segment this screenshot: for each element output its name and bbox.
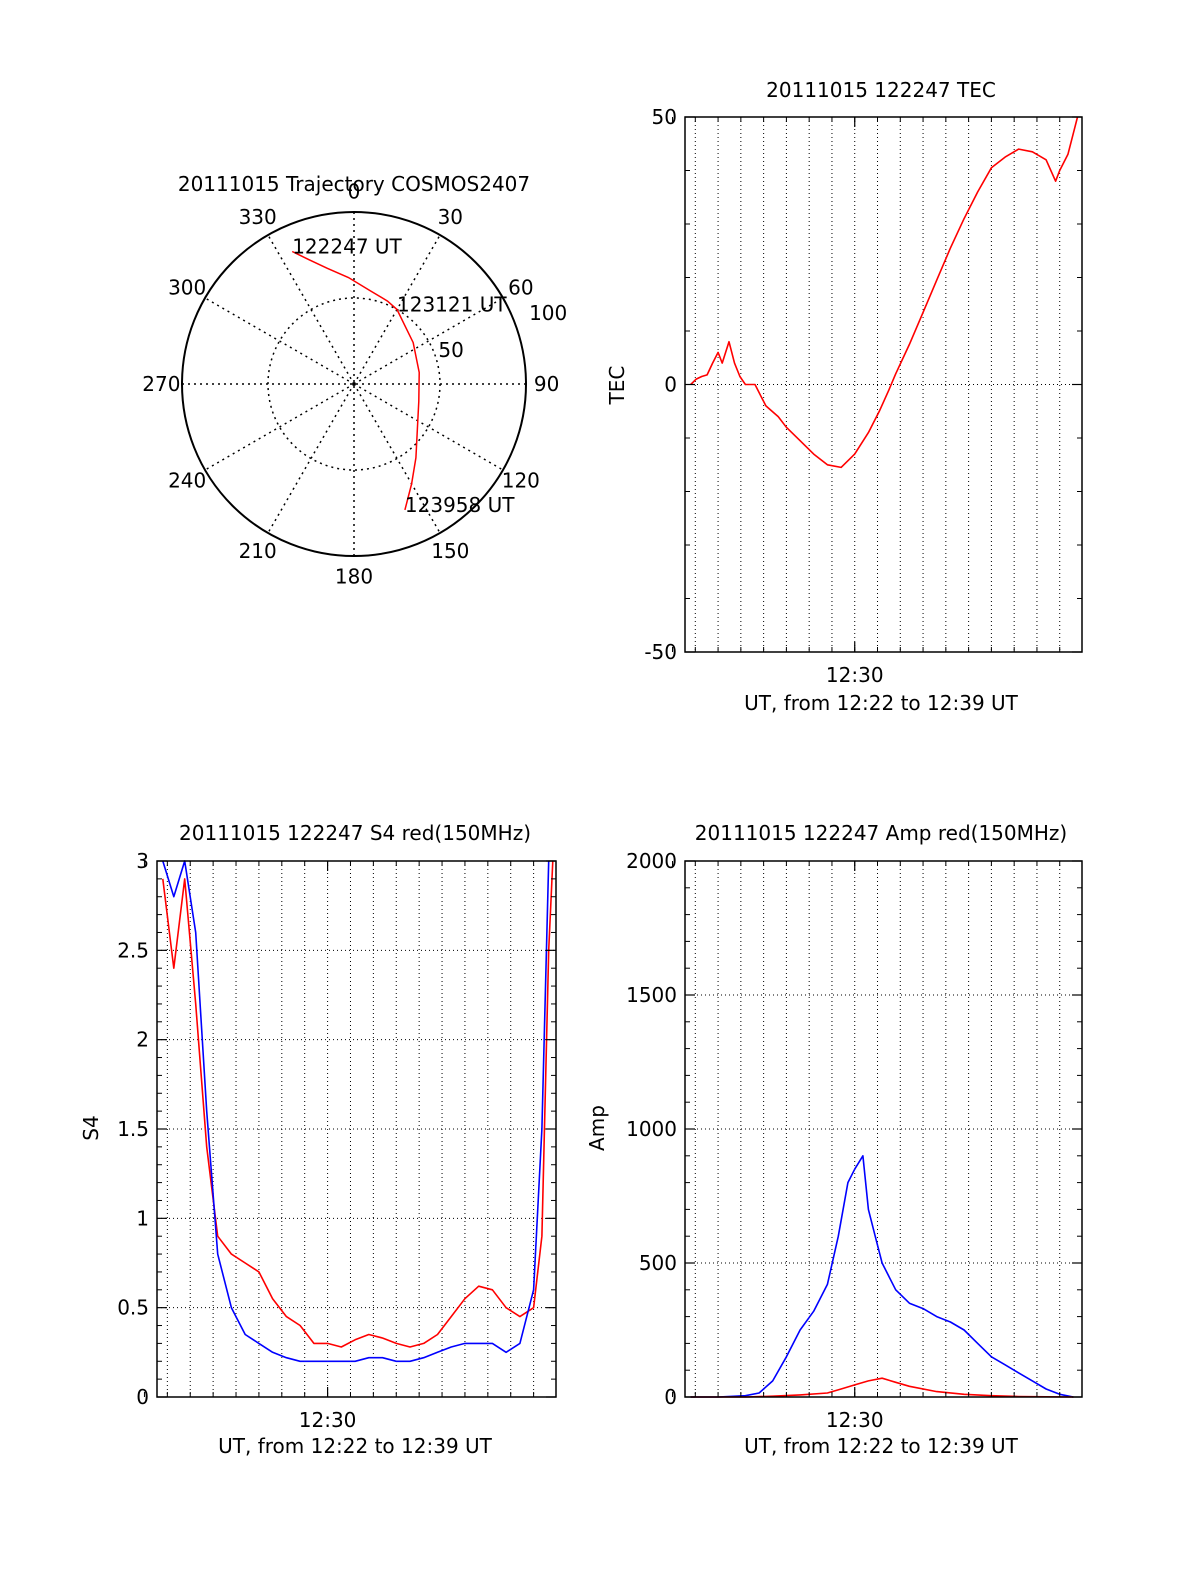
- angle-label-0: 0: [348, 179, 361, 203]
- y-tick-label: 0: [136, 1385, 149, 1409]
- y-tick-label: 500: [639, 1251, 677, 1275]
- y-tick-label: 3: [136, 849, 149, 873]
- y-tick-label: 2000: [626, 849, 677, 873]
- amp-ylabel: Amp: [585, 1105, 609, 1151]
- polar-spoke-330: [267, 234, 355, 385]
- y-tick-label: 2: [136, 1028, 149, 1052]
- trajectory-annotations: 122247 UT 123121 UT 123958 UT: [292, 234, 515, 516]
- angle-label-30: 30: [438, 205, 463, 229]
- tec-title: 20111015 122247 TEC: [766, 78, 996, 102]
- amp-series-red: [690, 1377, 1074, 1398]
- angle-label-120: 120: [502, 468, 540, 492]
- radial-label-100: 100: [529, 301, 567, 325]
- angle-label-60: 60: [508, 276, 533, 300]
- s4-series-red: [162, 860, 554, 1348]
- s4-title: 20111015 122247 S4 red(150MHz): [179, 821, 531, 845]
- polar-spoke-150: [353, 383, 441, 534]
- trajectory-time-label: 123958 UT: [405, 493, 515, 517]
- y-tick-label: 0: [664, 1385, 677, 1409]
- amp-xlabel: UT, from 12:22 to 12:39 UT: [744, 1434, 1019, 1458]
- amp-series-blue: [690, 1155, 1074, 1398]
- tec-plot-area: -50 0 50 12:30: [644, 105, 1083, 687]
- polar-spoke-240: [204, 383, 355, 471]
- angle-label-210: 210: [239, 539, 277, 563]
- angle-label-90: 90: [534, 372, 559, 396]
- angle-label-240: 240: [168, 468, 206, 492]
- angle-label-300: 300: [168, 276, 206, 300]
- angle-label-270: 270: [142, 372, 180, 396]
- polar-spoke-120: [353, 383, 504, 471]
- radial-label-50: 50: [438, 338, 463, 362]
- amp-title: 20111015 122247 Amp red(150MHz): [695, 821, 1067, 845]
- trajectory-radial-labels: 50 100: [438, 301, 567, 362]
- s4-series-blue: [162, 860, 550, 1363]
- polar-spoke-300: [204, 297, 355, 385]
- x-tick-label: 12:30: [826, 1408, 884, 1432]
- y-tick-label: 0.5: [117, 1296, 149, 1320]
- angle-label-150: 150: [431, 539, 469, 563]
- trajectory-title: 20111015 Trajectory COSMOS2407: [178, 172, 530, 196]
- polar-spoke-60: [353, 297, 504, 385]
- angle-label-330: 330: [239, 205, 277, 229]
- s4-plot-area: 0 0.5 1 1.5 2 2.5 3 12:30: [117, 849, 557, 1432]
- amp-plot-area: 0 500 1000 1500 2000 12:30: [626, 849, 1083, 1432]
- amp-panel: 20111015 122247 Amp red(150MHz) Amp UT, …: [585, 821, 1083, 1458]
- tec-xlabel: UT, from 12:22 to 12:39 UT: [744, 691, 1019, 715]
- y-tick-label: 1: [136, 1206, 149, 1230]
- trajectory-panel: 20111015 Trajectory COSMOS2407 0 30 60 90 12…: [142, 172, 567, 589]
- s4-panel: 20111015 122247 S4 red(150MHz) S4 UT, fr…: [79, 821, 557, 1458]
- trajectory-path: [291, 250, 420, 511]
- s4-xlabel: UT, from 12:22 to 12:39 UT: [218, 1434, 493, 1458]
- y-tick-label: 1500: [626, 983, 677, 1007]
- y-tick-label: 50: [652, 105, 677, 129]
- x-tick-label: 12:30: [826, 663, 884, 687]
- amp-axes-frame: [684, 860, 1083, 1398]
- s4-axes-frame: [156, 860, 557, 1398]
- y-tick-label: 1.5: [117, 1117, 149, 1141]
- s4-ylabel: S4: [79, 1115, 103, 1140]
- trajectory-grid: [181, 211, 527, 557]
- y-tick-label: 0: [664, 373, 677, 397]
- trajectory-time-label: 123121 UT: [397, 293, 507, 317]
- polar-spoke-210: [267, 383, 355, 534]
- angle-label-180: 180: [335, 565, 373, 589]
- tec-series-red: [690, 116, 1079, 469]
- y-tick-label: 1000: [626, 1117, 677, 1141]
- y-tick-label: -50: [644, 640, 677, 664]
- tec-ylabel: TEC: [605, 366, 629, 406]
- trajectory-angle-labels: 0 30 60 90 120 150 180 210 240 270 300 330: [142, 179, 559, 588]
- y-tick-label: 2.5: [117, 938, 149, 962]
- x-tick-label: 12:30: [299, 1408, 357, 1432]
- trajectory-track: [291, 250, 420, 511]
- tec-panel: 20111015 122247 TEC TEC UT, from 12:22 t…: [605, 78, 1083, 715]
- trajectory-time-label: 122247 UT: [292, 234, 402, 258]
